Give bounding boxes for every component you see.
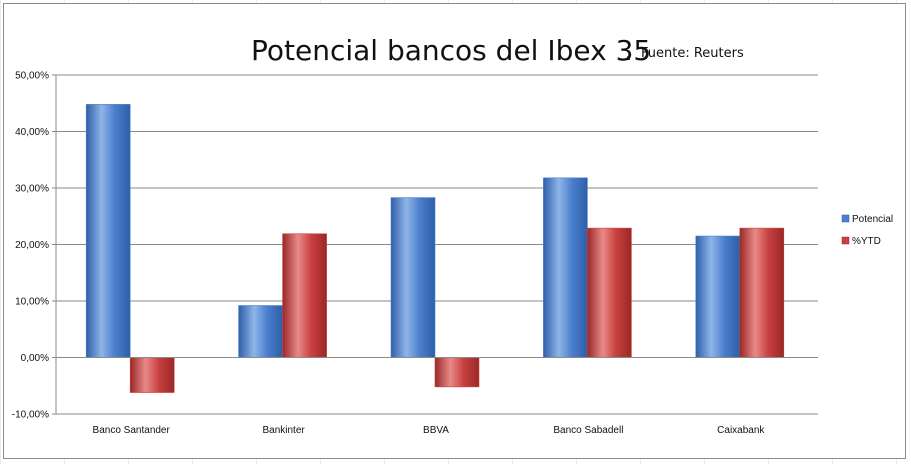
chart-subtitle: Fuente: Reuters [641,46,744,61]
bar-potencial [238,305,283,358]
x-category-label: Bankinter [262,425,305,436]
y-tick-label: 50,00% [15,71,49,82]
legend-swatch [841,236,850,245]
x-category-label: BBVA [423,425,449,436]
chart-title-text: Potencial bancos del Ibex 35 [251,34,652,67]
y-tick-label: -10,00% [12,410,49,421]
bar-potencial [85,104,131,358]
legend-label: Potencial [852,214,893,225]
x-category-label: Banco Santander [93,425,171,436]
bar-ytd [129,357,175,393]
y-tick-label: 20,00% [15,240,49,251]
y-tick-label: 40,00% [15,127,49,138]
y-tick-label: 0,00% [21,353,49,364]
chart-title-dot: . [624,34,633,67]
bar-ytd [739,227,785,358]
legend-label: %YTD [852,236,881,247]
x-category-label: Banco Sabadell [553,425,623,436]
x-category-label: Caixabank [717,425,765,436]
y-tick-label: 30,00% [15,184,49,195]
bar-ytd [282,233,327,358]
legend-swatch [841,214,850,223]
y-tick-label: 10,00% [15,297,49,308]
bar-potencial [543,177,588,358]
bar-potencial [390,197,436,358]
bar-ytd [587,227,632,358]
bar-potencial [695,235,741,358]
bar-ytd [434,357,480,388]
